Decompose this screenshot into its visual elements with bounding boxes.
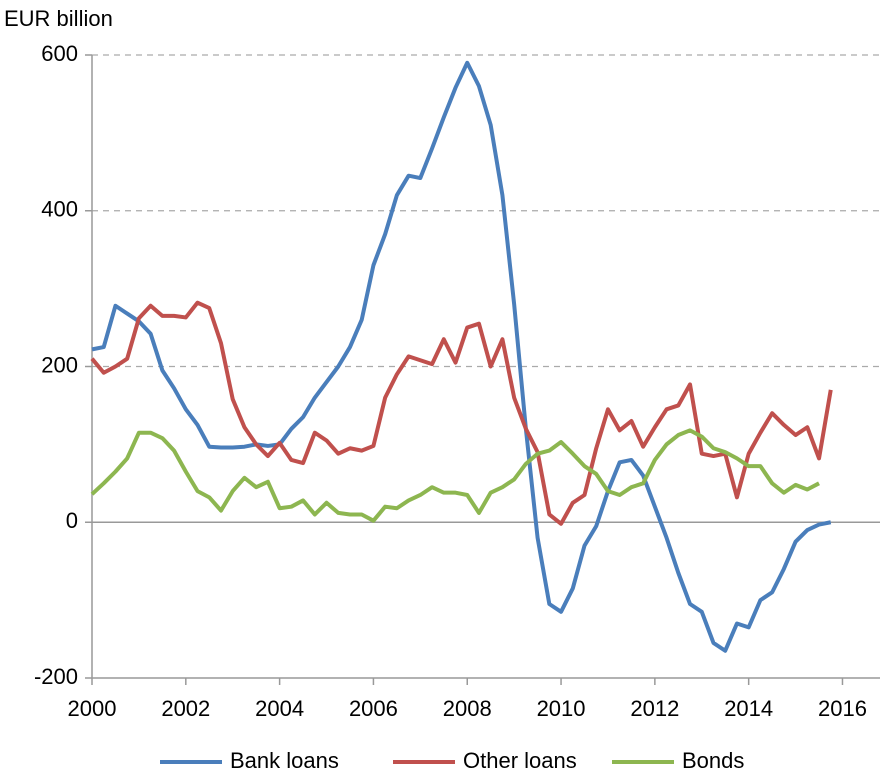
y-tick-label: 0	[66, 508, 78, 533]
y-axis-label: EUR billion	[4, 6, 113, 31]
y-tick-label: 600	[41, 41, 78, 66]
x-tick-label: 2006	[349, 696, 398, 721]
x-tick-label: 2000	[68, 696, 117, 721]
x-tick-label: 2010	[537, 696, 586, 721]
line	[90, 300, 833, 526]
legend-label: Other loans	[463, 748, 577, 773]
y-tick-label: -200	[34, 664, 78, 689]
x-tick-label: 2002	[161, 696, 210, 721]
x-tick-label: 2016	[818, 696, 867, 721]
x-tick-label: 2012	[630, 696, 679, 721]
line	[90, 428, 820, 523]
x-tick-label: 2004	[255, 696, 304, 721]
legend-label: Bonds	[682, 748, 744, 773]
x-tick-label: 2014	[724, 696, 773, 721]
y-tick-label: 200	[41, 352, 78, 377]
legend-label: Bank loans	[230, 748, 339, 773]
x-tick-label: 2008	[443, 696, 492, 721]
line	[91, 60, 832, 653]
y-tick-label: 400	[41, 197, 78, 222]
